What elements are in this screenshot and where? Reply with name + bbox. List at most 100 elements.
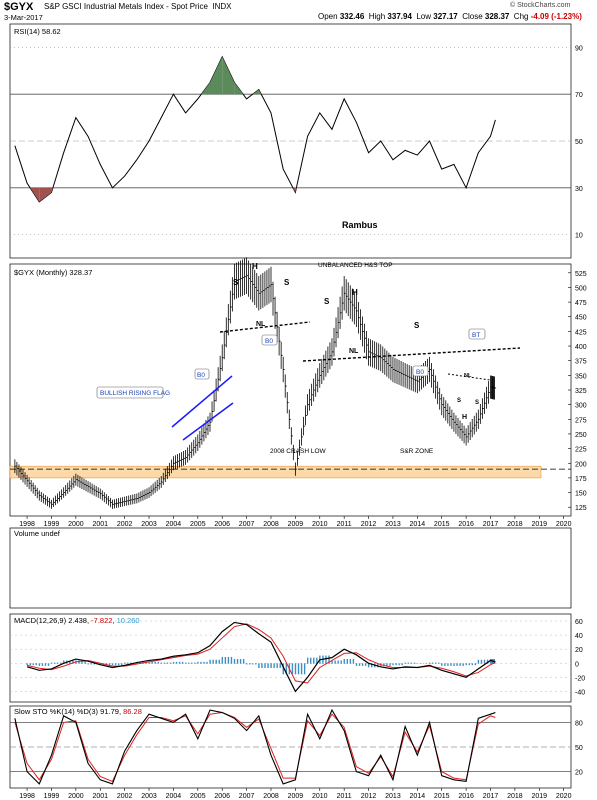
macd-histogram-bar — [435, 662, 437, 664]
sr-zone-band — [9, 465, 542, 479]
macd-histogram-bar — [258, 663, 260, 669]
macd-histogram-bar — [81, 660, 83, 664]
macd-histogram-bar — [26, 663, 28, 666]
neckline-label-2016: NL — [464, 373, 472, 379]
stochastic-tick-label: 50 — [575, 745, 583, 752]
macd-histogram-bar — [483, 659, 486, 664]
macd-histogram-bar — [410, 662, 413, 664]
price-x-tick-label: 2014 — [410, 521, 426, 528]
macd-panel-frame — [9, 613, 572, 703]
price-legend: $GYX (Monthly) 328.37 — [14, 268, 92, 277]
macd-histogram-bar — [471, 663, 474, 666]
macd-histogram-bar — [431, 662, 434, 664]
rsi-line — [14, 55, 496, 203]
macd-histogram-bar — [316, 657, 318, 664]
macd-histogram-bar — [334, 660, 336, 664]
bottom-x-tick-label: 2007 — [239, 793, 255, 800]
macd-histogram-bar — [236, 659, 239, 664]
macd-histogram-bar — [38, 663, 41, 666]
macd-histogram-bar — [53, 662, 56, 664]
macd-histogram-bar — [310, 657, 312, 664]
neckline-label-2011: NL — [349, 348, 359, 355]
macd-histogram-bar — [361, 663, 364, 666]
macd-histogram-bar — [489, 659, 492, 664]
macd-histogram-bar — [108, 663, 111, 666]
rsi-overbought-fill — [234, 82, 244, 95]
price-tick-label: 525 — [575, 271, 587, 278]
macd-histogram-bar — [233, 659, 236, 664]
bottom-x-tick-label: 2006 — [214, 793, 230, 800]
price-x-tick-label: 2005 — [190, 521, 206, 528]
macd-histogram-bar — [389, 663, 391, 666]
macd-histogram-bar — [154, 661, 156, 664]
volume-panel-frame — [9, 527, 572, 609]
price-tick-label: 275 — [575, 417, 587, 424]
price-tick-label: 400 — [575, 344, 587, 351]
price-x-tick-label: 2012 — [361, 521, 377, 528]
macd-histogram-bar — [343, 659, 345, 664]
price-x-tick-label: 2013 — [385, 521, 401, 528]
macd-histogram-bar — [151, 661, 153, 664]
breakout-box-2011 — [412, 365, 429, 377]
neckline-2016-line — [447, 373, 491, 381]
left-shoulder-label-2016: S — [457, 398, 461, 404]
price-tick-label: 425 — [575, 329, 587, 336]
macd-histogram-bar — [364, 663, 367, 666]
macd-histogram-bar — [35, 663, 38, 666]
price-x-tick-label: 2001 — [92, 521, 108, 528]
price-x-tick-label: 2018 — [507, 521, 523, 528]
rsi-overbought-fill — [252, 89, 259, 95]
macd-histogram-bar — [41, 663, 44, 666]
bullish-rising-flag-label: BULLISH RISING FLAG — [100, 390, 170, 397]
macd-histogram-bar — [270, 663, 272, 669]
macd-histogram-bar — [325, 655, 327, 664]
price-x-tick-label: 2019 — [532, 521, 548, 528]
stochastic-tick-label: 80 — [575, 720, 583, 727]
macd-histogram-bar — [50, 662, 53, 664]
price-tick-label: 450 — [575, 315, 587, 322]
macd-histogram-bar — [447, 663, 449, 666]
bottom-x-tick-label: 2004 — [166, 793, 182, 800]
rsi-tick-label: 70 — [575, 92, 583, 99]
macd-histogram-bar — [169, 662, 172, 664]
macd-histogram-bar — [90, 663, 92, 665]
bottom-x-tick-label: 2010 — [312, 793, 328, 800]
macd-histogram-bar — [224, 656, 227, 664]
macd-histogram-bar — [358, 663, 361, 666]
price-x-tick-label: 2002 — [117, 521, 133, 528]
macd-histogram-bar — [56, 662, 59, 664]
macd-histogram-bar — [127, 662, 129, 664]
price-x-tick-label: 2010 — [312, 521, 328, 528]
macd-histogram-bar — [261, 663, 263, 669]
bottom-x-tick-label: 2017 — [483, 793, 499, 800]
macd-histogram-bar — [218, 659, 220, 664]
macd-histogram-bar — [72, 660, 74, 664]
left-shoulder-label-2008: S — [233, 278, 239, 287]
macd-histogram-bar — [221, 656, 224, 664]
chart-date: 3-Mar-2017 — [4, 13, 43, 22]
macd-histogram-bar — [404, 662, 406, 664]
price-tick-label: 375 — [575, 359, 587, 366]
macd-histogram-bar — [267, 663, 269, 669]
bottom-x-tick-label: 2015 — [434, 793, 450, 800]
rambus-label: Rambus — [342, 220, 378, 230]
macd-histogram-bar — [462, 663, 464, 666]
macd-histogram-bar — [163, 662, 166, 664]
macd-histogram-bar — [392, 663, 394, 666]
macd-histogram-bar — [203, 661, 205, 664]
macd-histogram-bar — [44, 663, 47, 666]
bottom-x-tick-label: 1998 — [19, 793, 35, 800]
neckline-2008-line — [219, 321, 311, 333]
macd-histogram-bar — [166, 662, 169, 664]
macd-histogram-bar — [120, 663, 123, 666]
macd-histogram-bar — [191, 662, 193, 664]
rsi-tick-label: 90 — [575, 45, 583, 52]
macd-histogram-bar — [371, 663, 373, 668]
macd-histogram-bar — [209, 659, 211, 664]
macd-histogram-bar — [444, 663, 446, 666]
breakout-label-2011: B0 — [416, 369, 424, 376]
macd-histogram-bar — [130, 662, 132, 664]
price-tick-label: 475 — [575, 300, 587, 307]
macd-histogram-bar — [331, 660, 333, 664]
head-label-2016: H — [462, 414, 467, 421]
